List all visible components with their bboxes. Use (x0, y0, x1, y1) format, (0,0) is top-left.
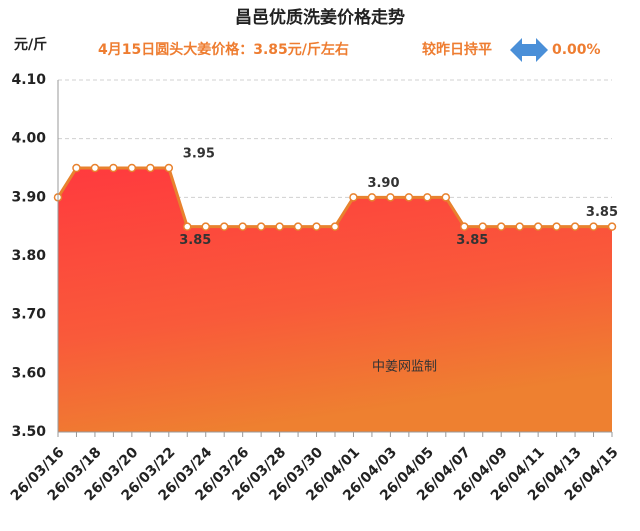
area (58, 168, 612, 432)
y-axis-label: 元/斤 (14, 36, 47, 53)
change-value: 0.00% (552, 42, 601, 58)
point (72, 163, 81, 173)
point (312, 222, 321, 231)
point (201, 222, 210, 231)
point (515, 222, 524, 231)
point (478, 222, 487, 231)
y-tick-label: 4.00 (11, 131, 46, 147)
data-label: 3.85 (179, 233, 211, 248)
subtitle: 4月15日圆头大姜价格：3.85元/斤左右 (98, 41, 349, 58)
point (423, 193, 432, 202)
point (256, 222, 266, 231)
point (293, 222, 303, 231)
change-text: 较昨日持平 (422, 41, 492, 58)
point (570, 222, 580, 231)
point (164, 163, 174, 173)
point (460, 222, 469, 231)
point (496, 222, 506, 231)
data-label: 3.85 (586, 205, 618, 220)
point (146, 163, 155, 173)
y-tick-label: 3.90 (11, 189, 46, 205)
data-label: 3.85 (456, 233, 488, 248)
y-tick-label: 4.10 (11, 72, 46, 88)
y-tick-label: 3.80 (11, 248, 46, 264)
watermark: 中姜网监制 (372, 360, 437, 375)
point (330, 222, 340, 231)
point (441, 193, 451, 202)
point (219, 222, 229, 231)
point (367, 193, 377, 202)
data-label: 3.90 (367, 176, 399, 191)
point (238, 222, 247, 231)
point (589, 222, 598, 231)
flat-arrow-icon (510, 38, 548, 62)
point (109, 163, 118, 173)
point (349, 193, 358, 202)
chart-title: 昌邑优质洗姜价格走势 (235, 7, 405, 28)
point (404, 193, 414, 202)
point (533, 222, 543, 231)
point (552, 222, 561, 231)
y-tick-label: 3.70 (11, 307, 46, 323)
data-label: 3.95 (183, 147, 215, 162)
point (386, 193, 395, 202)
y-tick-label: 3.50 (11, 424, 46, 440)
point (275, 222, 284, 231)
y-tick-label: 3.60 (11, 365, 46, 381)
point (90, 163, 100, 173)
point (127, 163, 137, 173)
point (183, 222, 192, 231)
point (607, 222, 617, 231)
